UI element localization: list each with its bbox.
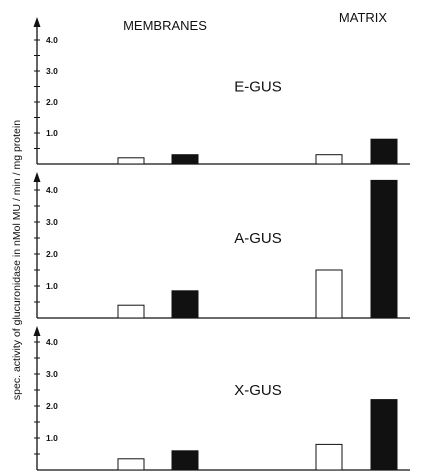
y-tick-label: 3.0 — [46, 369, 58, 379]
bar-matrix-open — [315, 269, 343, 319]
y-axis-label: spec. activity of glucuronidase in nMol … — [11, 120, 23, 400]
bar-membranes-open — [117, 304, 145, 319]
panel-1: 1.0 2.0 3.0 4.0 E-GUS — [33, 17, 410, 165]
panel-label: A-GUS — [234, 230, 282, 247]
y-tick-label: 2.0 — [46, 97, 58, 107]
bar-matrix-filled — [370, 179, 398, 319]
bar-membranes-open — [117, 157, 145, 165]
panel-2: 1.0 2.0 3.0 4.0 A-GUS — [33, 172, 410, 319]
y-tick-label: 1.0 — [46, 433, 58, 443]
y-tick-label: 3.0 — [46, 66, 58, 76]
y-axis-arrow — [33, 326, 41, 336]
bar-matrix-filled — [370, 399, 398, 471]
bar-membranes-filled — [171, 450, 199, 471]
y-tick-label: 4.0 — [46, 185, 58, 195]
y-tick-label: 3.0 — [46, 217, 58, 227]
bar-matrix-open — [315, 443, 343, 471]
panel-3: 1.0 2.0 3.0 4.0 X-GUS — [33, 326, 410, 471]
column-header-matrix: MATRIX — [339, 10, 387, 25]
bar-membranes-open — [117, 458, 145, 471]
column-header-membranes: MEMBRANES — [123, 18, 207, 33]
y-tick-label: 1.0 — [46, 128, 58, 138]
bar-membranes-filled — [171, 154, 199, 165]
y-axis-arrow — [33, 17, 41, 27]
panel-label: X-GUS — [234, 382, 282, 399]
y-tick-label: 2.0 — [46, 249, 58, 259]
panels: 1.0 2.0 3.0 4.0 E-GUS 1.0 2.0 3.0 4.0 A-GUS 1.0 2.0… — [33, 17, 410, 471]
y-tick-label: 4.0 — [46, 337, 58, 347]
y-tick-label: 1.0 — [46, 281, 58, 291]
bar-membranes-filled — [171, 290, 199, 319]
bar-matrix-filled — [370, 138, 398, 165]
y-tick-label: 4.0 — [46, 35, 58, 45]
y-tick-label: 2.0 — [46, 401, 58, 411]
panel-label: E-GUS — [234, 79, 282, 96]
y-axis-arrow — [33, 172, 41, 182]
bar-matrix-open — [315, 154, 343, 165]
